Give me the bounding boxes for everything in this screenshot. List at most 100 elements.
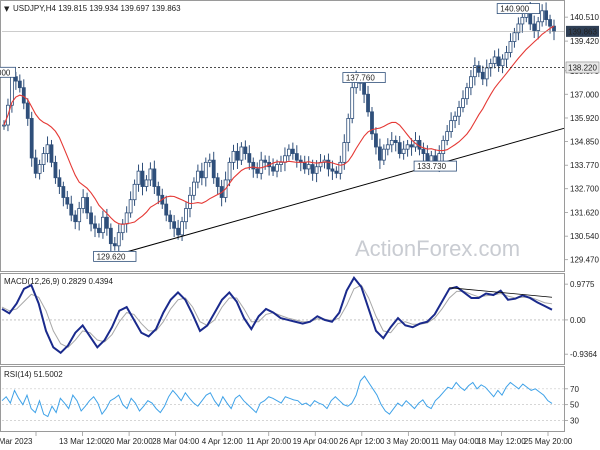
candle-body: [37, 164, 42, 174]
price-callout-label: 140.900: [500, 5, 529, 14]
price-tick-label: 132.700: [570, 185, 599, 194]
macd-trendline: [449, 287, 553, 298]
candle-body: [290, 148, 295, 154]
x-tick-label: 11 May 04:00: [431, 437, 479, 446]
price-callout-label: 137.760: [346, 74, 375, 83]
moving-average-line: [3, 25, 555, 225]
candle-body: [255, 168, 260, 174]
candle-body: [81, 197, 86, 209]
price-tick-label: 139.420: [570, 37, 599, 46]
macd-line: [1, 276, 553, 355]
candle-body: [279, 161, 283, 165]
candle-body: [366, 93, 370, 113]
candle-body: [239, 146, 244, 161]
candle-body: [97, 227, 101, 234]
candle-body: [21, 87, 26, 104]
rsi-line: [1, 375, 553, 418]
candle-body: [465, 87, 469, 100]
candle-body: [45, 144, 50, 154]
price-tick-label: 130.540: [570, 232, 599, 241]
candle-body: [251, 161, 256, 170]
candle-body: [338, 161, 343, 174]
x-tick-label: 26 Apr 12:00: [339, 437, 385, 446]
macd-tick-label: -0.9364: [570, 350, 598, 359]
candle-body: [397, 142, 402, 154]
candle-body: [492, 56, 497, 64]
candle-body: [362, 82, 366, 95]
candle-body: [409, 144, 414, 148]
candle-body: [108, 227, 113, 245]
candle-body: [77, 208, 82, 223]
candle-body: [41, 153, 46, 165]
price-callout-box: [342, 72, 386, 83]
candle-body: [89, 212, 93, 225]
candle-body: [199, 170, 204, 179]
candle-body: [263, 159, 268, 163]
candle-body: [461, 98, 465, 108]
candle-body: [247, 153, 252, 163]
price-panel-title-arrow: ▼: [4, 5, 10, 13]
rsi-panel-title: RSI(14) 51.5002: [4, 370, 63, 379]
candle-body: [516, 23, 521, 34]
candle-body: [370, 111, 374, 135]
price-callout-box: [413, 160, 457, 172]
candle-body: [286, 148, 291, 157]
candle-body: [148, 168, 153, 181]
macd-tick-label: 0.9775: [570, 280, 595, 289]
candle-body: [472, 65, 477, 78]
price-callout-box: [93, 250, 137, 262]
price-tick-label: 140.510: [570, 13, 599, 22]
candle-body: [180, 221, 184, 236]
x-tick-label: 25 May 20:00: [524, 437, 573, 446]
candle-body: [310, 164, 315, 174]
price-tick-label: 131.620: [570, 208, 599, 217]
candle-body: [188, 194, 192, 209]
candle-body: [377, 146, 382, 161]
candle-body: [294, 153, 299, 161]
candle-body: [405, 144, 410, 150]
price-panel-frame: [0, 0, 565, 272]
resistance-level-tag-label: 138.220: [568, 63, 597, 72]
candle-body: [421, 148, 426, 154]
price-callout-label: 133.730: [417, 162, 446, 171]
price-callout-label: 129.620: [97, 252, 126, 261]
candle-body: [176, 227, 181, 236]
current-price-tag: [566, 25, 599, 37]
candle-body: [476, 65, 481, 73]
candle-body: [2, 124, 6, 127]
candle-body: [271, 166, 275, 172]
rsi-panel-frame: [0, 366, 565, 432]
candle-body: [469, 76, 473, 89]
candle-body: [203, 161, 208, 179]
price-callout-label: 000: [0, 68, 11, 77]
candle-body: [152, 168, 157, 187]
candle-body: [480, 71, 485, 80]
candle-body: [548, 19, 552, 27]
x-tick-label: 19 Apr 04:00: [293, 437, 339, 446]
candle-body: [136, 170, 141, 185]
candle-body: [235, 150, 240, 161]
candle-body: [389, 139, 394, 146]
rsi-tick-label: 30: [570, 416, 579, 425]
candle-body: [128, 199, 133, 214]
candle-body: [500, 58, 505, 67]
x-tick-label: 20 Mar 20:00: [106, 437, 154, 446]
support-trendline: [110, 127, 565, 257]
candle-body: [144, 179, 149, 187]
candle-body: [104, 216, 109, 229]
price-callout-box: [496, 3, 540, 14]
candle-body: [195, 170, 200, 183]
price-tick-label: 137.000: [570, 90, 599, 99]
candle-body: [17, 80, 22, 89]
candle-body: [192, 181, 196, 196]
candle-body: [302, 161, 307, 170]
candle-body: [484, 67, 489, 80]
candle-body: [227, 161, 232, 181]
candle-body: [453, 115, 457, 122]
candle-body: [330, 168, 335, 172]
candle-body: [168, 214, 173, 223]
x-tick-label: 18 May 12:00: [477, 437, 526, 446]
candle-body: [504, 52, 509, 60]
candle-body: [85, 197, 89, 214]
